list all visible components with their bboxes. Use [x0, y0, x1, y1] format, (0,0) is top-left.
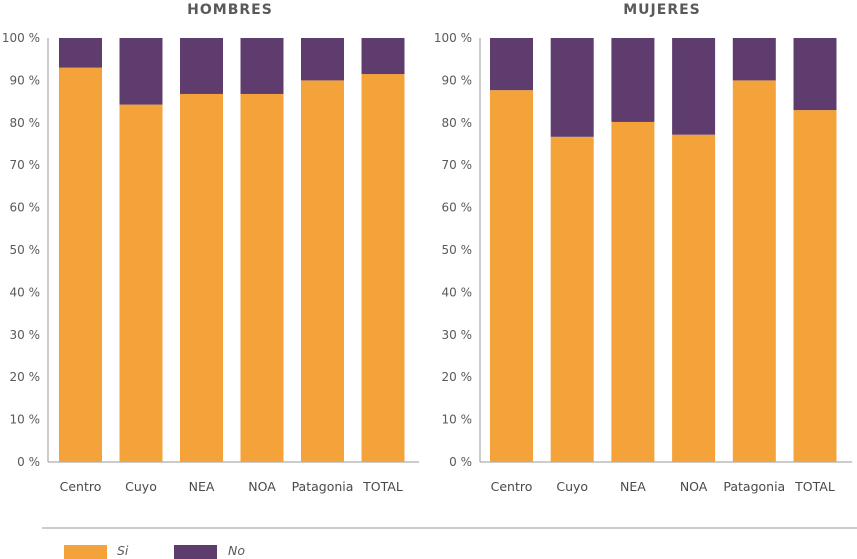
- hombres-ytick-label: 30 %: [10, 328, 41, 342]
- hombres-category-label: TOTAL: [362, 479, 403, 494]
- hombres-category-label: Centro: [60, 479, 102, 494]
- legend-swatch-si: [64, 545, 107, 559]
- hombres-ytick-label: 70 %: [10, 158, 41, 172]
- hombres-category-label: Cuyo: [125, 479, 157, 494]
- hombres-bar-centro-si: [59, 67, 102, 463]
- mujeres-bar-patagonia-no: [732, 38, 776, 81]
- mujeres-bar-cuyo-no: [550, 38, 594, 137]
- mujeres-category-label: NOA: [680, 479, 708, 494]
- mujeres-bar-total-si: [793, 110, 837, 462]
- legend-swatch-no: [174, 545, 217, 559]
- mujeres-ytick-label: 30 %: [442, 328, 473, 342]
- mujeres-bar-centro-si: [490, 90, 533, 462]
- mujeres-category-label: Centro: [491, 479, 533, 494]
- hombres-bar-nea-si: [180, 93, 223, 462]
- hombres-ytick-label: 0 %: [17, 455, 40, 469]
- hombres-bar-patagonia-no: [301, 38, 344, 81]
- hombres-bar-patagonia-si: [301, 80, 344, 463]
- hombres-ytick-label: 90 %: [10, 73, 41, 87]
- hombres-panel-title: HOMBRES: [187, 2, 273, 18]
- mujeres-bar-total-no: [793, 38, 837, 111]
- mujeres-ytick-label: 60 %: [442, 201, 473, 215]
- mujeres-panel-title: MUJERES: [623, 2, 701, 18]
- hombres-bar-cuyo-no: [119, 38, 163, 105]
- mujeres-ytick-label: 10 %: [442, 413, 473, 427]
- hombres-ytick-label: 100 %: [2, 31, 40, 45]
- mujeres-ytick-label: 70 %: [442, 158, 473, 172]
- mujeres-category-label: NEA: [620, 479, 646, 494]
- mujeres-bar-centro-no: [490, 38, 533, 91]
- mujeres-ytick-label: 50 %: [442, 243, 473, 257]
- mujeres-bar-noa-si: [672, 134, 716, 462]
- mujeres-ytick-label: 20 %: [442, 370, 473, 384]
- mujeres-bar-cuyo-si: [550, 136, 594, 463]
- mujeres-bar-nea-si: [611, 121, 655, 463]
- mujeres-category-label: Patagonia: [723, 479, 785, 494]
- hombres-ytick-label: 60 %: [10, 201, 41, 215]
- mujeres-bar-patagonia-si: [732, 80, 776, 463]
- hombres-category-label: Patagonia: [292, 479, 354, 494]
- mujeres-bar-noa-no: [672, 38, 716, 135]
- mujeres-category-label: TOTAL: [794, 479, 835, 494]
- mujeres-ytick-label: 100 %: [434, 31, 472, 45]
- hombres-bar-noa-si: [240, 93, 284, 462]
- legend-label-si: Si: [117, 543, 129, 558]
- hombres-bar-total-no: [361, 38, 405, 75]
- mujeres-ytick-label: 80 %: [442, 116, 473, 130]
- hombres-bar-noa-no: [240, 38, 284, 94]
- hombres-category-label: NEA: [189, 479, 215, 494]
- legend-label-no: No: [228, 543, 245, 558]
- mujeres-ytick-label: 90 %: [442, 73, 473, 87]
- hombres-category-label: NOA: [248, 479, 276, 494]
- hombres-ytick-label: 10 %: [10, 413, 41, 427]
- hombres-ytick-label: 40 %: [10, 285, 41, 299]
- mujeres-category-label: Cuyo: [556, 479, 588, 494]
- mujeres-bar-nea-no: [611, 38, 655, 122]
- mujeres-ytick-label: 0 %: [449, 455, 472, 469]
- hombres-bar-centro-no: [59, 38, 102, 68]
- mujeres-ytick-label: 40 %: [442, 285, 473, 299]
- hombres-ytick-label: 20 %: [10, 370, 41, 384]
- hombres-bar-total-si: [361, 74, 405, 462]
- hombres-ytick-label: 80 %: [10, 116, 41, 130]
- hombres-ytick-label: 50 %: [10, 243, 41, 257]
- hombres-bar-nea-no: [180, 38, 223, 94]
- hombres-bar-cuyo-si: [119, 104, 163, 463]
